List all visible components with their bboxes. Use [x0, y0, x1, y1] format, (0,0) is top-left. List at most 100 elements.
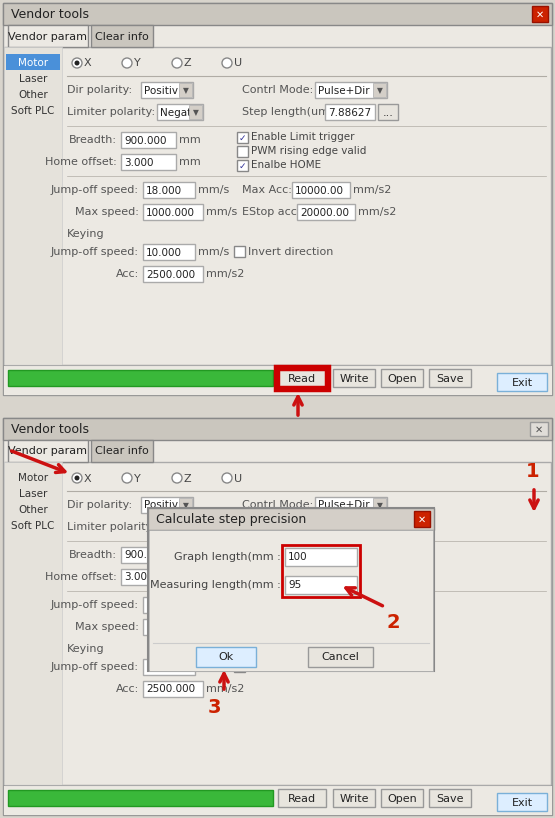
Text: Pulse+Dir: Pulse+Dir [318, 86, 370, 96]
Bar [378, 519, 398, 535]
Text: Home offset:: Home offset: [46, 572, 117, 582]
Text: ✕: ✕ [535, 425, 543, 434]
Text: 18.000: 18.000 [146, 600, 182, 610]
Text: Jump-off speed:: Jump-off speed: [51, 185, 139, 195]
Text: X: X [84, 59, 92, 69]
Bar [414, 511, 430, 527]
Text: Laser: Laser [19, 74, 47, 84]
Bar [143, 204, 203, 220]
Text: Vendor tools: Vendor tools [11, 8, 89, 21]
Bar [297, 204, 355, 220]
Bar [3, 785, 552, 815]
Text: 18.000: 18.000 [146, 186, 182, 196]
Text: 100: 100 [288, 552, 307, 563]
Text: U: U [234, 59, 242, 69]
Circle shape [172, 58, 182, 68]
Text: 7.88627: 7.88627 [328, 107, 371, 118]
Text: Laser: Laser [19, 489, 47, 499]
Bar [532, 6, 548, 22]
Bar [429, 369, 471, 387]
Bar [157, 519, 203, 535]
Text: Clear info: Clear info [95, 32, 149, 42]
Bar [4, 462, 551, 785]
Bar [530, 422, 548, 436]
Text: Vendor param: Vendor param [8, 447, 88, 456]
Text: 2500.000: 2500.000 [146, 269, 195, 280]
Text: 2: 2 [387, 613, 401, 632]
Bar [143, 619, 203, 635]
Text: mm/s2: mm/s2 [358, 207, 396, 217]
Text: mm/s2: mm/s2 [206, 684, 244, 694]
Text: Calculate step precision: Calculate step precision [156, 513, 306, 526]
Bar [121, 547, 176, 563]
Text: Pulse+Dir: Pulse+Dir [318, 501, 370, 510]
Bar [381, 369, 423, 387]
Text: 7.88627: 7.88627 [328, 523, 371, 533]
Text: Motor: Motor [18, 473, 48, 483]
Text: Breadth:: Breadth: [69, 135, 117, 145]
Bar [333, 789, 375, 807]
Bar [285, 548, 357, 566]
Bar [234, 661, 245, 672]
Bar [325, 519, 375, 535]
Text: Other: Other [18, 505, 48, 515]
Text: Invert direction: Invert direction [248, 662, 334, 672]
Bar [121, 154, 176, 170]
Text: 10000.00: 10000.00 [295, 186, 344, 196]
Text: Ok: Ok [218, 653, 234, 663]
Bar [143, 244, 195, 260]
Text: mm/s: mm/s [198, 662, 229, 672]
Bar [141, 497, 193, 513]
Text: ▼: ▼ [377, 501, 383, 510]
Text: 20000.00: 20000.00 [300, 208, 349, 218]
Text: Max speed:: Max speed: [75, 622, 139, 632]
Circle shape [122, 58, 132, 68]
Text: Other: Other [18, 90, 48, 100]
Text: 10.000: 10.000 [146, 663, 182, 672]
Bar [3, 418, 552, 815]
Bar [143, 266, 203, 282]
Circle shape [122, 473, 132, 483]
Bar [91, 440, 153, 462]
Text: PWM rising edge valid: PWM rising edge valid [251, 146, 366, 156]
Circle shape [74, 61, 79, 65]
Bar [3, 365, 552, 395]
Circle shape [72, 58, 82, 68]
Bar [237, 132, 248, 143]
Bar [278, 369, 326, 387]
Text: 1000.000: 1000.000 [146, 622, 195, 632]
Text: mm: mm [179, 572, 201, 582]
Text: Positiv: Positiv [144, 501, 178, 510]
Bar [333, 369, 375, 387]
Text: ▼: ▼ [377, 86, 383, 95]
Text: mm/s: mm/s [198, 600, 229, 610]
Text: mm/s: mm/s [198, 247, 229, 257]
Bar [8, 370, 273, 386]
Bar [4, 47, 62, 365]
Text: Y: Y [134, 474, 141, 483]
Text: Max Acc:: Max Acc: [242, 600, 292, 610]
Bar [315, 82, 387, 98]
Text: Exit: Exit [512, 377, 533, 388]
Bar [141, 82, 193, 98]
Text: Cancel: Cancel [321, 653, 360, 663]
Bar [3, 3, 552, 395]
Bar [275, 366, 329, 390]
Text: Write: Write [339, 374, 369, 384]
Bar [143, 659, 195, 675]
Text: Positiv: Positiv [144, 86, 178, 96]
Text: 900.000: 900.000 [124, 551, 166, 560]
Text: Y: Y [134, 59, 141, 69]
Bar [3, 3, 552, 25]
Text: 3.000: 3.000 [124, 158, 154, 168]
Text: EStop acc:: EStop acc: [242, 207, 300, 217]
Text: Graph length(mm :: Graph length(mm : [174, 552, 281, 562]
Text: 10.000: 10.000 [146, 248, 182, 258]
Text: Read: Read [288, 374, 316, 384]
Text: ▼: ▼ [183, 86, 189, 95]
Bar [315, 497, 387, 513]
Text: Write: Write [339, 793, 369, 803]
Bar [373, 83, 386, 97]
Text: 3: 3 [208, 698, 221, 717]
Text: Jump-off speed:: Jump-off speed: [51, 662, 139, 672]
